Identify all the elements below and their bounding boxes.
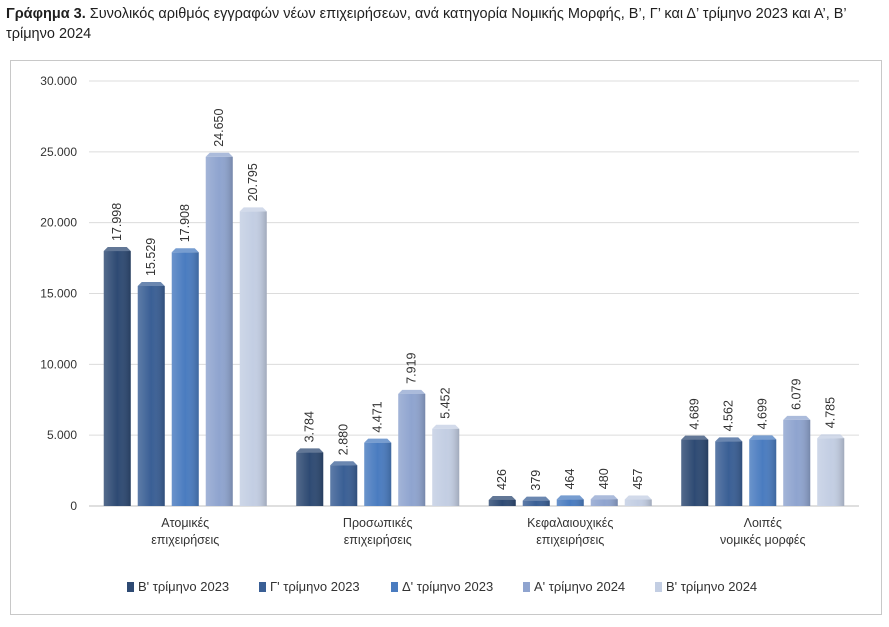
bar-top: [432, 424, 460, 429]
bar-shading: [488, 499, 516, 506]
bar-top: [171, 248, 199, 253]
data-label: 6.079: [790, 379, 804, 410]
bar-shading: [137, 286, 165, 506]
data-label: 426: [495, 469, 509, 490]
bar-top: [522, 496, 550, 501]
bar-top: [817, 434, 845, 439]
legend-swatch: [127, 582, 134, 592]
bar-shading: [296, 452, 324, 506]
bar-shading: [364, 442, 392, 506]
legend-swatch: [391, 582, 398, 592]
y-tick-label: 15.000: [40, 287, 77, 301]
data-label: 4.699: [756, 398, 770, 429]
bar-shading: [398, 393, 426, 506]
bar-shading: [171, 252, 199, 506]
data-label: 2.880: [337, 424, 351, 455]
legend-label: Β' τρίμηνο 2024: [666, 579, 757, 594]
y-tick-label: 0: [70, 499, 77, 513]
bar-top: [783, 415, 811, 420]
category-label-line: Λοιπές: [744, 516, 782, 530]
bar-top: [330, 461, 358, 466]
bar-top: [103, 247, 131, 252]
data-label: 4.562: [722, 400, 736, 431]
category-label-line: επιχειρήσεις: [344, 533, 412, 547]
y-tick-label: 20.000: [40, 216, 77, 230]
bar-top: [239, 207, 267, 212]
y-tick-label: 10.000: [40, 357, 77, 371]
bar-top: [296, 448, 324, 453]
category-label-line: επιχειρήσεις: [536, 533, 604, 547]
bar-chart: 0 5.000 10.000 15.000 20.000 25.000 30.000 17.…: [40, 74, 859, 594]
data-label: 4.785: [824, 397, 838, 428]
data-label: 17.998: [110, 203, 124, 241]
legend-label: Α' τρίμηνο 2024: [534, 579, 625, 594]
bars: 17.998 15.529 17.908 24.650 20.795 3.784 2.880…: [103, 109, 845, 506]
bar-top: [590, 495, 618, 500]
bar-shading: [239, 211, 267, 506]
y-tick-label: 5.000: [47, 428, 77, 442]
data-label: 3.784: [303, 411, 317, 442]
bar-shading: [817, 438, 845, 506]
chart-title-prefix: Γράφημα 3.: [6, 6, 86, 22]
legend: Β' τρίμηνο 2023 Γ' τρίμηνο 2023 Δ' τρίμηνο…: [127, 579, 757, 594]
chart-title: Γράφημα 3. Συνολικός αριθμός εγγραφών νέ…: [6, 4, 882, 44]
data-label: 480: [597, 468, 611, 489]
legend-label: Γ' τρίμηνο 2023: [270, 579, 360, 594]
bar-shading: [432, 428, 460, 506]
bar-top: [715, 437, 743, 442]
legend-swatch: [655, 582, 662, 592]
data-label: 7.919: [405, 352, 419, 383]
data-label: 15.529: [144, 238, 158, 276]
data-label: 4.471: [371, 401, 385, 432]
legend-label: Δ' τρίμηνο 2023: [402, 579, 493, 594]
bar-shading: [205, 156, 233, 506]
bar-top: [681, 435, 709, 440]
category-label-line: νομικές μορφές: [720, 533, 805, 547]
x-axis: Ατομικές επιχειρήσεις Προσωπικές επιχειρήσε…: [151, 516, 805, 547]
chart-title-text: Συνολικός αριθμός εγγραφών νέων επιχειρή…: [6, 6, 847, 42]
bar-shading: [556, 499, 584, 506]
data-label: 379: [529, 470, 543, 491]
bar-top: [364, 438, 392, 443]
category-label-line: επιχειρήσεις: [151, 533, 219, 547]
data-label: 24.650: [212, 109, 226, 147]
category-label-line: Κεφαλαιουχικές: [527, 516, 613, 530]
category-label: Ατομικές επιχειρήσεις: [151, 516, 219, 547]
bar-shading: [715, 441, 743, 506]
category-label: Λοιπές νομικές μορφές: [720, 516, 805, 547]
chart-frame: 0 5.000 10.000 15.000 20.000 25.000 30.000 17.…: [10, 60, 882, 615]
y-tick-label: 30.000: [40, 74, 77, 88]
bar-shading: [624, 499, 652, 506]
data-label: 5.452: [439, 387, 453, 418]
category-label: Προσωπικές επιχειρήσεις: [343, 516, 413, 547]
bar-top: [556, 495, 584, 500]
bar-top: [398, 389, 426, 394]
bar-top: [624, 495, 652, 500]
legend-swatch: [523, 582, 530, 592]
legend-label: Β' τρίμηνο 2023: [138, 579, 229, 594]
bar-shading: [681, 439, 709, 506]
bar-top: [749, 435, 777, 440]
bar-top: [205, 152, 233, 157]
grid-lines: [89, 80, 859, 507]
data-label: 464: [563, 469, 577, 490]
y-tick-label: 25.000: [40, 145, 77, 159]
bar-shading: [330, 465, 358, 506]
bar-top: [488, 495, 516, 500]
bar-shading: [522, 500, 550, 506]
category-label-line: Προσωπικές: [343, 516, 413, 530]
bar-shading: [590, 499, 618, 506]
y-axis: 0 5.000 10.000 15.000 20.000 25.000 30.000: [40, 74, 77, 513]
bar-shading: [783, 419, 811, 506]
data-label: 20.795: [246, 163, 260, 201]
bar-shading: [749, 439, 777, 506]
category-label-line: Ατομικές: [161, 516, 209, 530]
bar-shading: [103, 251, 131, 506]
legend-swatch: [259, 582, 266, 592]
data-label: 4.689: [688, 398, 702, 429]
data-label: 457: [631, 469, 645, 490]
category-label: Κεφαλαιουχικές επιχειρήσεις: [527, 516, 613, 547]
bar-top: [137, 282, 165, 287]
data-label: 17.908: [178, 204, 192, 242]
